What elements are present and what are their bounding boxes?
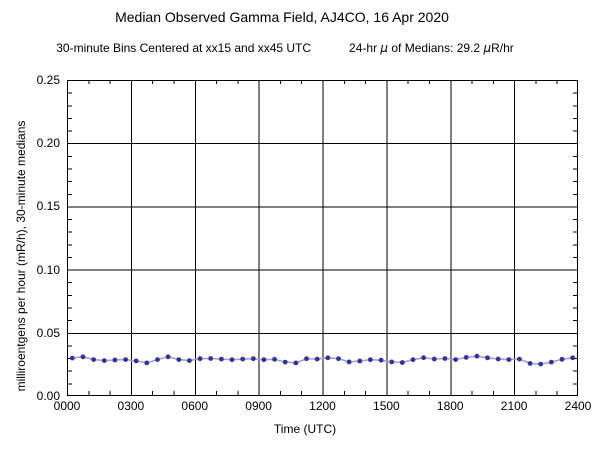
median-data-point	[485, 355, 490, 361]
median-data-point	[197, 356, 203, 362]
median-data-point	[133, 358, 139, 364]
chart-title: Median Observed Gamma Field, AJ4CO, 16 A…	[115, 9, 449, 25]
mean-text-mid: of Medians: 29.2	[388, 41, 484, 55]
median-data-point	[144, 360, 150, 366]
x-tick-label: 1500	[373, 399, 400, 413]
median-data-point	[272, 356, 277, 362]
median-data-point	[357, 358, 363, 364]
median-data-point	[506, 357, 512, 362]
median-data-point	[570, 355, 576, 361]
median-data-point	[80, 354, 86, 360]
median-data-point	[463, 355, 469, 360]
median-data-point	[346, 359, 352, 365]
median-data-point	[176, 357, 182, 362]
plot-svg	[67, 80, 578, 396]
x-tick-label: 1200	[309, 399, 336, 413]
mu-symbol: μ	[380, 41, 389, 55]
median-data-point	[208, 356, 214, 361]
median-data-point	[101, 358, 107, 363]
median-data-point	[368, 357, 373, 363]
median-data-point	[240, 356, 246, 362]
x-tick-label: 0000	[53, 399, 81, 413]
median-data-point	[410, 357, 416, 363]
median-data-point	[123, 357, 128, 362]
y-tick-label: 0.10	[36, 262, 60, 277]
median-data-point	[474, 353, 480, 359]
median-data-point	[549, 359, 554, 365]
median-data-point	[325, 355, 331, 361]
median-data-point	[261, 357, 267, 363]
median-data-point	[399, 360, 405, 365]
median-data-point	[155, 357, 160, 362]
median-data-point	[219, 356, 224, 362]
y-axis-title: milliroentgens per hour (mR/h), 30-minut…	[14, 120, 28, 392]
mean-text-pre: 24-hr	[349, 41, 381, 55]
x-tick-label: 2100	[500, 399, 528, 413]
median-data-point	[453, 357, 458, 362]
x-tick-label: 1800	[436, 399, 464, 413]
chart-subtitle: 30-minute Bins Centered at xx15 and xx45…	[56, 41, 514, 55]
median-data-point	[293, 360, 299, 366]
median-data-point	[389, 359, 395, 365]
median-data-point	[421, 355, 426, 361]
median-data-point	[112, 357, 118, 363]
median-data-point	[431, 356, 437, 362]
median-data-point	[165, 354, 171, 360]
median-data-point	[304, 356, 309, 362]
x-tick-label: 0600	[181, 399, 209, 413]
median-data-point	[336, 356, 341, 362]
y-tick-label: 0.00	[36, 389, 60, 403]
median-data-point	[229, 357, 235, 363]
median-data-point	[527, 361, 533, 366]
x-tick-label: 0300	[117, 399, 145, 413]
y-tick-label: 0.15	[36, 199, 60, 214]
median-data-point	[442, 356, 448, 361]
y-tick-label: 0.25	[36, 73, 60, 87]
median-data-point	[538, 361, 544, 367]
subtitle-bins-text: 30-minute Bins Centered at xx15 and xx45…	[56, 41, 312, 55]
median-data-point	[378, 357, 384, 363]
subtitle-mean-text: 24-hr μ of Medians: 29.2 μR/hr	[349, 41, 514, 55]
median-data-point	[91, 357, 96, 362]
median-data-point	[250, 356, 256, 362]
x-axis-title: Time (UTC)	[273, 422, 337, 436]
median-data-point	[314, 356, 320, 362]
plot-area	[67, 80, 578, 396]
mu-symbol: μ	[483, 41, 492, 55]
y-tick-label: 0.20	[36, 136, 60, 151]
median-data-point	[69, 355, 75, 361]
y-tick-label: 0.05	[36, 325, 60, 340]
median-data-point	[559, 356, 565, 362]
x-tick-label: 0900	[245, 399, 272, 413]
median-data-point	[517, 356, 522, 362]
median-data-point	[495, 356, 501, 362]
mean-text-unit: R/hr	[491, 41, 514, 55]
x-tick-label: 2400	[564, 399, 592, 413]
median-data-point	[187, 358, 192, 363]
median-data-point	[282, 359, 288, 365]
